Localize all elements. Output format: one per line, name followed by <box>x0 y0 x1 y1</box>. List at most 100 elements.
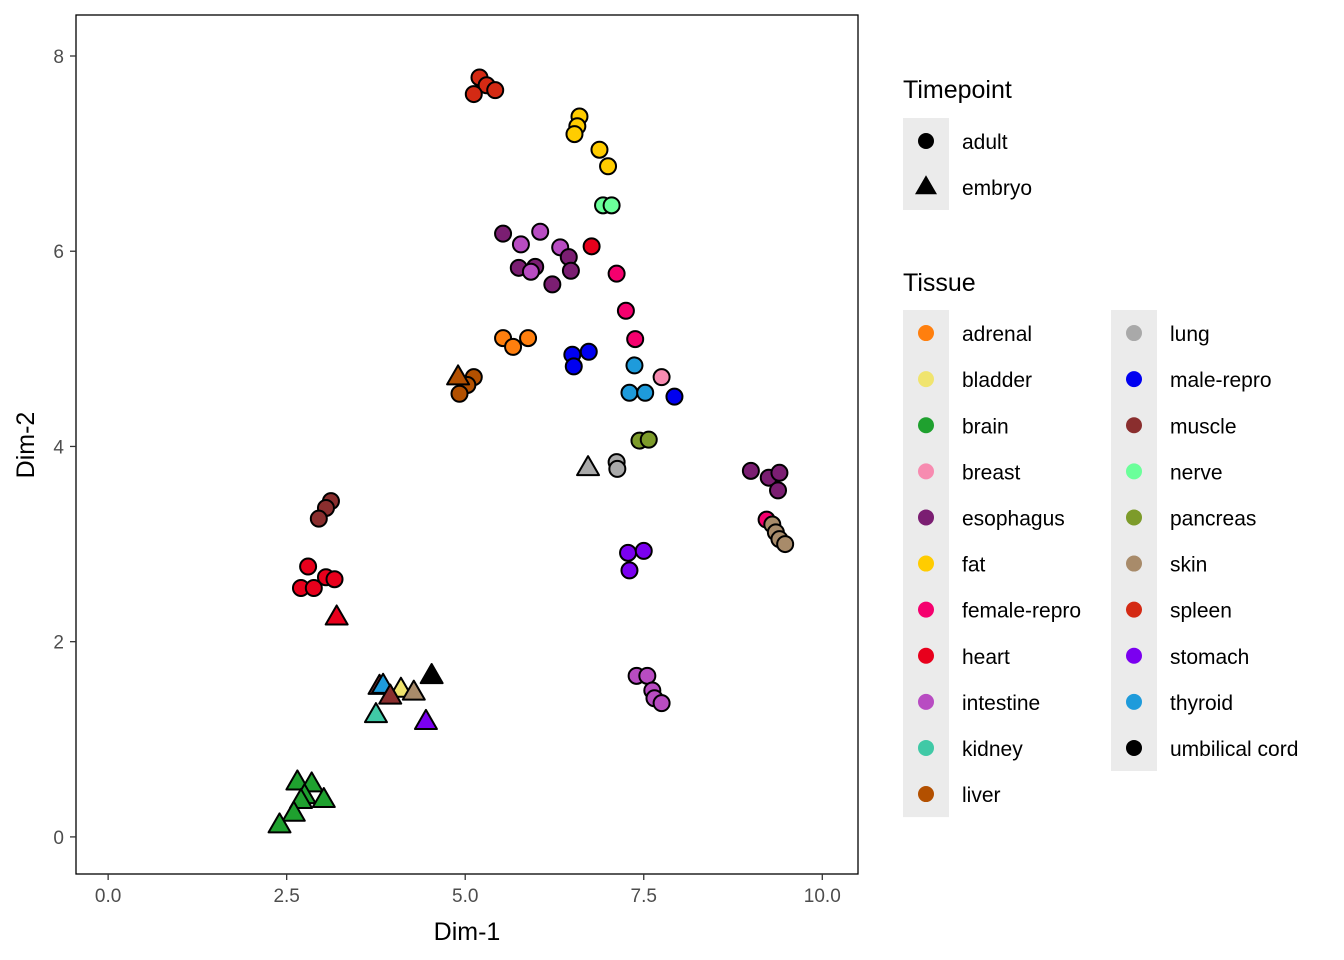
y-axis: 0 2 4 6 8 <box>53 47 76 849</box>
data-point <box>626 330 645 349</box>
legend-tissue-title: Tissue <box>903 269 976 297</box>
legend-tissue-label: male-repro <box>1170 369 1272 392</box>
legend-key-pancreas <box>1126 509 1142 526</box>
x-axis-title: Dim-1 <box>434 918 501 946</box>
data-point <box>486 81 505 100</box>
legend-tissue-label: liver <box>962 784 1001 807</box>
data-point <box>579 342 598 361</box>
legend-tissue-label: breast <box>962 461 1021 484</box>
legend-tissue-label: spleen <box>1170 600 1232 623</box>
data-point <box>401 679 426 701</box>
legend-key-fat <box>918 555 934 572</box>
data-point <box>464 85 483 104</box>
legend-tissue-label: intestine <box>962 692 1040 715</box>
x-tick-label: 0.0 <box>95 886 121 907</box>
data-point <box>521 262 540 281</box>
data-point <box>285 769 310 791</box>
data-point <box>363 702 388 724</box>
data-point <box>446 364 471 386</box>
data-point <box>607 264 626 283</box>
y-tick-label: 8 <box>53 47 64 68</box>
legend-key-background <box>903 118 949 210</box>
x-tick-label: 2.5 <box>273 886 299 907</box>
legend-key-circle <box>918 133 934 149</box>
legend-tissue-items: adrenal bladder brain breast esophagus fat fem… <box>903 310 1298 818</box>
data-point <box>419 663 444 685</box>
data-point <box>769 481 788 500</box>
legend-key-skin <box>1126 555 1142 572</box>
data-point <box>267 812 292 834</box>
data-point <box>665 387 684 406</box>
data-point <box>531 222 550 241</box>
x-tick-label: 10.0 <box>804 886 841 907</box>
data-point <box>776 535 795 554</box>
legend-key-female-repro <box>918 601 934 618</box>
legend-tissue-label: adrenal <box>962 323 1032 346</box>
data-point <box>625 356 644 375</box>
legend-tissue-label: esophagus <box>962 507 1065 530</box>
legend-tissue-label: stomach <box>1170 646 1249 669</box>
x-tick-label: 7.5 <box>631 886 657 907</box>
legend-timepoint-title: Timepoint <box>903 76 1012 104</box>
data-point <box>450 384 469 403</box>
data-point <box>324 604 349 626</box>
data-point <box>504 337 523 356</box>
legend-key-muscle <box>1126 417 1142 434</box>
legend-tissue-label: kidney <box>962 738 1023 761</box>
legend-key-bladder <box>918 371 934 388</box>
legend-tissue: Tissue adrenal bladder brain breast esophagu… <box>903 269 1298 818</box>
y-tick-label: 0 <box>53 828 64 849</box>
data-point <box>582 237 601 256</box>
data-point <box>599 157 618 176</box>
data-point <box>608 459 627 478</box>
y-tick-label: 2 <box>53 633 64 654</box>
legend-tissue-label: fat <box>962 554 986 577</box>
data-point <box>602 196 621 215</box>
legend-key-brain <box>918 417 934 434</box>
data-point <box>561 261 580 280</box>
data-point <box>564 357 583 376</box>
data-point <box>638 666 657 685</box>
data-point <box>494 224 513 243</box>
legend-tissue-label: muscle <box>1170 415 1237 438</box>
x-axis: 0.0 2.5 5.0 7.5 10.0 <box>95 874 841 907</box>
y-tick-label: 6 <box>53 242 64 263</box>
legend-tissue-label: heart <box>962 646 1010 669</box>
x-tick-label: 5.0 <box>452 886 478 907</box>
legend-key-lung <box>1126 325 1142 342</box>
data-point <box>543 275 562 294</box>
y-axis-title: Dim-2 <box>12 412 40 479</box>
data-point <box>616 301 635 320</box>
legend-key-spleen <box>1126 601 1142 618</box>
data-point <box>325 570 344 589</box>
data-point <box>311 787 336 809</box>
data-point <box>519 329 538 348</box>
legend-timepoint: Timepoint adult embryo <box>903 76 1032 210</box>
legend-key-stomach <box>1126 647 1142 664</box>
points-layer <box>267 68 795 834</box>
legend-tissue-label: pancreas <box>1170 507 1256 530</box>
data-point <box>652 368 671 387</box>
data-point <box>565 125 584 144</box>
legend-timepoint-label: adult <box>962 131 1008 154</box>
data-point <box>413 708 438 730</box>
legend-tissue-label: female-repro <box>962 600 1081 623</box>
data-point <box>299 557 318 576</box>
data-point <box>636 383 655 402</box>
data-point <box>378 683 403 705</box>
legend-key-liver <box>918 786 934 803</box>
legend-timepoint-label: embryo <box>962 177 1032 200</box>
legend-key-kidney <box>918 739 934 756</box>
legend-key-male-repro <box>1126 371 1142 388</box>
legend-tissue-label: bladder <box>962 369 1032 392</box>
legend-key-triangle <box>915 175 937 195</box>
data-point <box>511 235 530 254</box>
legend-tissue-label: skin <box>1170 554 1207 577</box>
data-point <box>770 463 789 482</box>
legend-key-nerve <box>1126 463 1142 480</box>
data-point <box>620 561 639 580</box>
data-point <box>309 509 328 528</box>
legend-key-breast <box>918 463 934 480</box>
data-point <box>304 578 323 597</box>
